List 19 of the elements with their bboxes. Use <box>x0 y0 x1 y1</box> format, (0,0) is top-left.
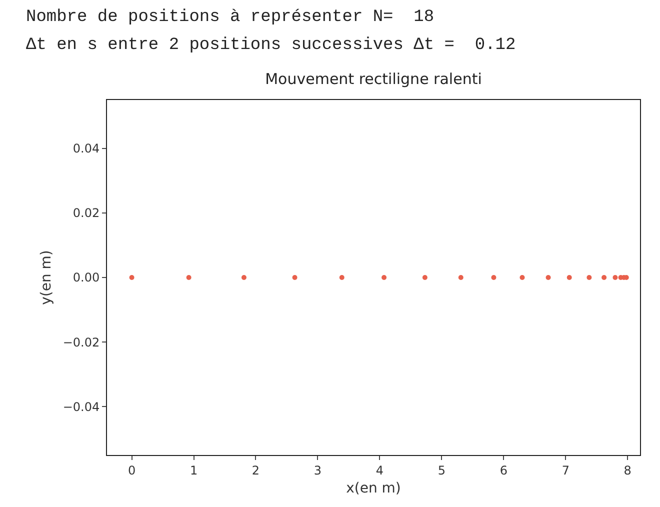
y-axis-title: y(en m) <box>38 250 54 305</box>
y-tick-label: −0.02 <box>62 335 100 350</box>
x-tick-label: 2 <box>252 463 260 478</box>
x-tick-label: 8 <box>624 463 632 478</box>
chart-title: Mouvement rectiligne ralenti <box>265 70 482 88</box>
y-tick-label: 0.02 <box>72 206 100 220</box>
x-axis-title: x(en m) <box>346 480 401 497</box>
x-tick-label: 7 <box>562 463 570 478</box>
x-tick-label: 0 <box>128 463 136 478</box>
y-tick-label: 0.00 <box>72 270 100 285</box>
x-tick-label: 3 <box>314 463 322 478</box>
x-tick-label: 4 <box>376 463 384 478</box>
text: Nombre de positions à représenter N= 18 <box>26 8 434 27</box>
y-tick-label: 0.04 <box>72 142 100 156</box>
y-tick-label: −0.04 <box>62 400 100 414</box>
x-tick-label: 6 <box>500 463 508 478</box>
x-tick-label: 1 <box>190 463 198 478</box>
text: Δt en s entre 2 positions successives Δt = 0.12 <box>26 36 516 55</box>
x-tick-label: 5 <box>438 463 446 478</box>
